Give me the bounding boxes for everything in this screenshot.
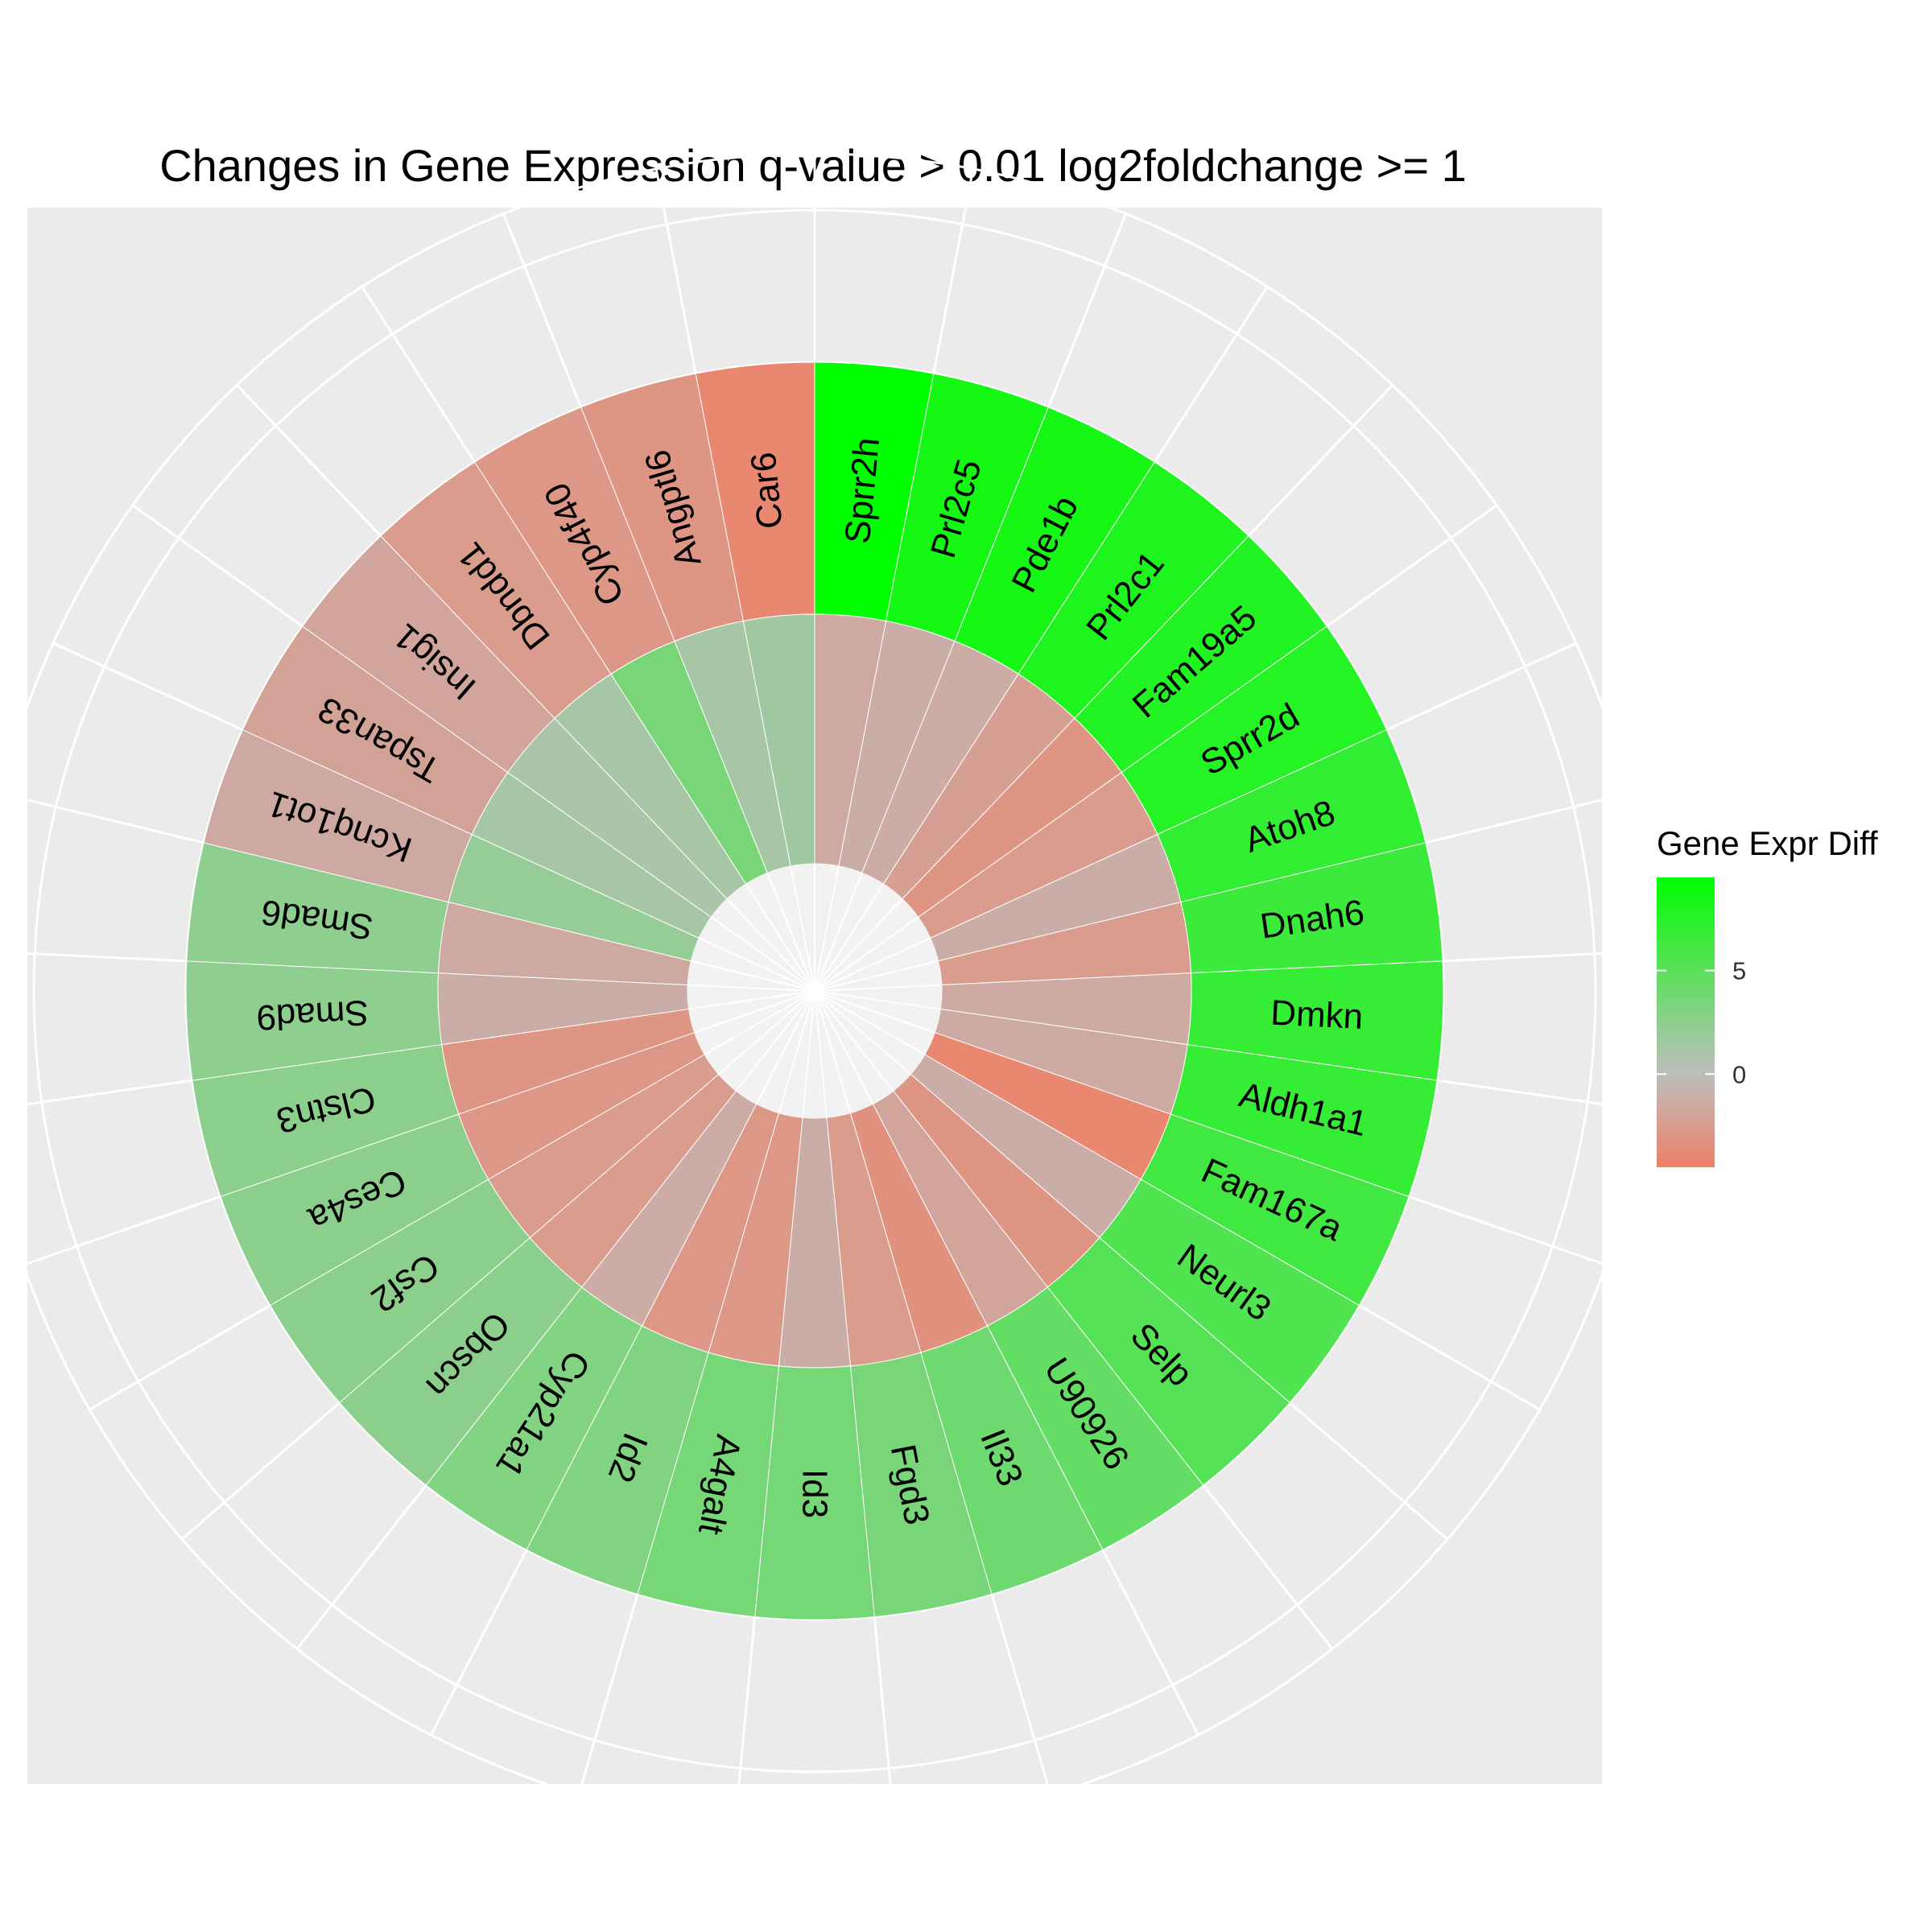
grid-spoke xyxy=(52,642,244,731)
hub-spoke xyxy=(688,990,815,1010)
hub-spoke xyxy=(814,865,840,992)
hub-spoke xyxy=(814,883,885,992)
outer-ring xyxy=(185,361,1444,1620)
grid-spoke xyxy=(89,1304,271,1411)
hub-spoke xyxy=(814,916,919,992)
hub-spoke xyxy=(814,990,941,1010)
grid-spoke xyxy=(733,1616,757,1825)
chart-title: Changes in Gene Expression q-value > 0.0… xyxy=(159,140,1467,191)
grid-spoke xyxy=(1436,1079,1644,1112)
grid-spoke xyxy=(0,1079,193,1110)
hub-spoke xyxy=(687,984,815,992)
hub-spoke xyxy=(691,960,815,992)
grid-spoke xyxy=(361,286,477,463)
hub-spoke xyxy=(726,898,815,992)
gene-label-dmkn: Dmkn xyxy=(1269,993,1364,1037)
grid-spoke xyxy=(990,1593,1052,1795)
grid-spoke xyxy=(0,792,204,844)
legend-tick-label: 0 xyxy=(1732,1060,1746,1088)
center-hub xyxy=(687,864,942,1118)
hub-spoke xyxy=(766,872,815,992)
hub-spoke xyxy=(704,990,815,1055)
hub-spoke xyxy=(814,990,874,1104)
grid-spoke xyxy=(654,168,697,374)
hub-spoke xyxy=(814,990,935,1034)
grid-spoke xyxy=(23,1195,221,1266)
hub-spoke xyxy=(790,865,815,992)
grid-spoke xyxy=(577,1593,639,1795)
grid-spoke xyxy=(1326,504,1498,628)
hub-spoke xyxy=(814,960,939,992)
grid-spoke xyxy=(1046,213,1127,408)
hub-spoke xyxy=(814,937,931,992)
grid-spoke xyxy=(1202,1484,1334,1650)
grid-spoke xyxy=(1408,1195,1607,1266)
legend: Gene Expr Diff 50 xyxy=(1657,824,1878,1167)
hub-spoke xyxy=(755,990,815,1104)
grid-spoke xyxy=(1101,1549,1199,1736)
legend-title: Gene Expr Diff xyxy=(1657,824,1878,862)
grid-spoke xyxy=(873,1616,896,1825)
hub-spoke xyxy=(814,872,863,992)
gene-label-smad9: Smad9 xyxy=(255,993,369,1038)
grid-spoke xyxy=(1247,384,1393,537)
grid-spoke xyxy=(131,504,303,628)
hub-spoke xyxy=(814,990,828,1118)
grid-spoke xyxy=(236,384,382,537)
grid-spoke xyxy=(1385,642,1577,731)
grid-spoke xyxy=(502,213,583,408)
legend-tick-label: 5 xyxy=(1732,957,1746,985)
grid-spoke xyxy=(932,168,975,374)
hub-spoke xyxy=(698,937,815,992)
inner-ring xyxy=(437,613,1192,1368)
hub-spoke xyxy=(814,990,852,1113)
grid-spoke xyxy=(1289,1402,1448,1541)
hub-spoke xyxy=(735,990,815,1092)
gene-label-car6: Car6 xyxy=(744,451,791,531)
hub-spoke xyxy=(801,990,815,1118)
hub-spoke xyxy=(778,990,815,1113)
grid-spoke xyxy=(1425,792,1629,844)
hub-spoke xyxy=(745,883,815,992)
grid-spoke xyxy=(295,1484,427,1650)
hub-spoke xyxy=(814,990,894,1092)
legend-colorbar xyxy=(1657,877,1715,1167)
grid-spoke xyxy=(181,1402,341,1541)
hub-spoke xyxy=(717,990,815,1075)
grid-spoke xyxy=(1443,950,1651,963)
grid-spoke xyxy=(1153,286,1269,463)
grid-spoke xyxy=(1358,1304,1541,1411)
legend-ticks: 50 xyxy=(1657,957,1746,1088)
hub-spoke xyxy=(814,898,903,992)
grid-spoke xyxy=(0,951,187,963)
grid-spoke xyxy=(430,1549,528,1736)
hub-spoke xyxy=(814,990,912,1075)
hub-spoke xyxy=(694,990,815,1034)
gene-label-id3: Id3 xyxy=(795,1469,835,1518)
hub-spoke xyxy=(814,984,942,992)
hub-spoke xyxy=(710,916,815,992)
hub-spoke xyxy=(814,990,926,1055)
